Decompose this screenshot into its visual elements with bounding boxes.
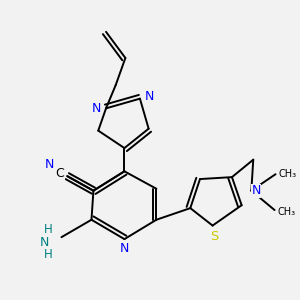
Text: N: N	[251, 184, 261, 197]
Text: CH₃: CH₃	[278, 207, 296, 217]
Text: H: H	[44, 223, 52, 236]
Text: S: S	[210, 230, 219, 243]
Text: H: H	[44, 248, 52, 261]
Text: N: N	[92, 102, 101, 115]
Text: N: N	[120, 242, 129, 255]
Text: CH₃: CH₃	[278, 169, 297, 179]
Text: C: C	[55, 167, 64, 180]
Text: N: N	[45, 158, 55, 171]
Text: N: N	[145, 90, 154, 103]
Text: N: N	[39, 236, 49, 248]
